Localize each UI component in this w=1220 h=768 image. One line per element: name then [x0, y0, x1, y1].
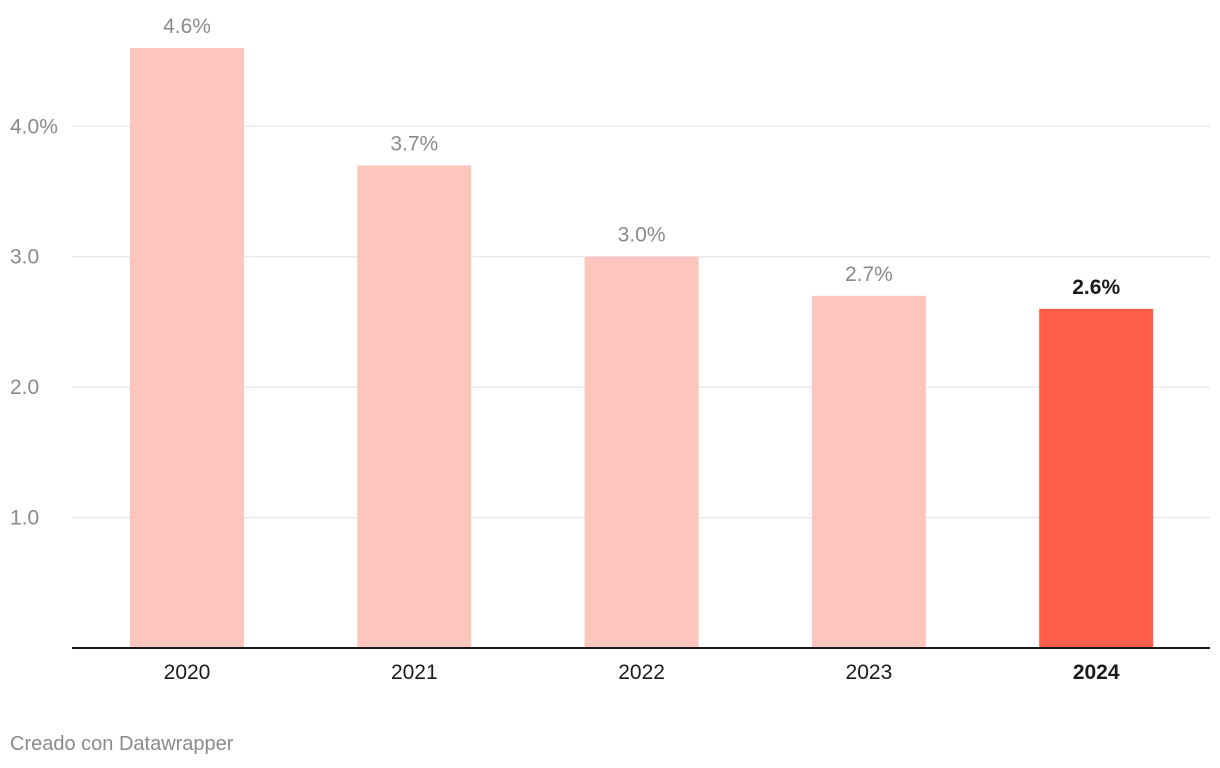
x-tick-label: 2023: [846, 661, 893, 684]
credit-text: Creado con Datawrapper: [10, 733, 234, 755]
y-tick-label: 1.0: [10, 507, 39, 530]
bars: [130, 48, 1154, 649]
value-labels: 4.6% 3.7% 3.0% 2.7% 2.6%: [163, 15, 1120, 299]
bar-2022: [584, 256, 699, 648]
value-label: 2.6%: [1072, 276, 1120, 299]
bar-chart: 1.02.03.04.0% 4.6%3.7%3.0%2.7%2.6% 2020 2…: [10, 15, 1210, 684]
x-tick-label: 2024: [1073, 661, 1120, 684]
bar-2021: [357, 165, 472, 649]
x-tick-label: 2022: [618, 661, 665, 684]
x-tick-label: 2021: [391, 661, 438, 684]
bar-2023: [811, 295, 926, 648]
x-tick-label: 2020: [164, 661, 211, 684]
value-label: 3.7%: [390, 132, 438, 155]
y-tick-label: 2.0: [10, 376, 39, 399]
x-axis-ticks: 2020 2021 2022 2023 2024: [164, 661, 1120, 684]
y-axis-ticks: 1.0 2.0 3.0 4.0%: [10, 115, 58, 529]
bar-2020: [130, 48, 244, 648]
value-label: 2.7%: [845, 263, 893, 286]
value-label: 3.0%: [618, 224, 666, 247]
value-label: 4.6%: [163, 15, 211, 38]
bar-2024: [1039, 308, 1154, 648]
y-tick-label: 3.0: [10, 246, 39, 269]
y-tick-label: 4.0%: [10, 115, 58, 138]
